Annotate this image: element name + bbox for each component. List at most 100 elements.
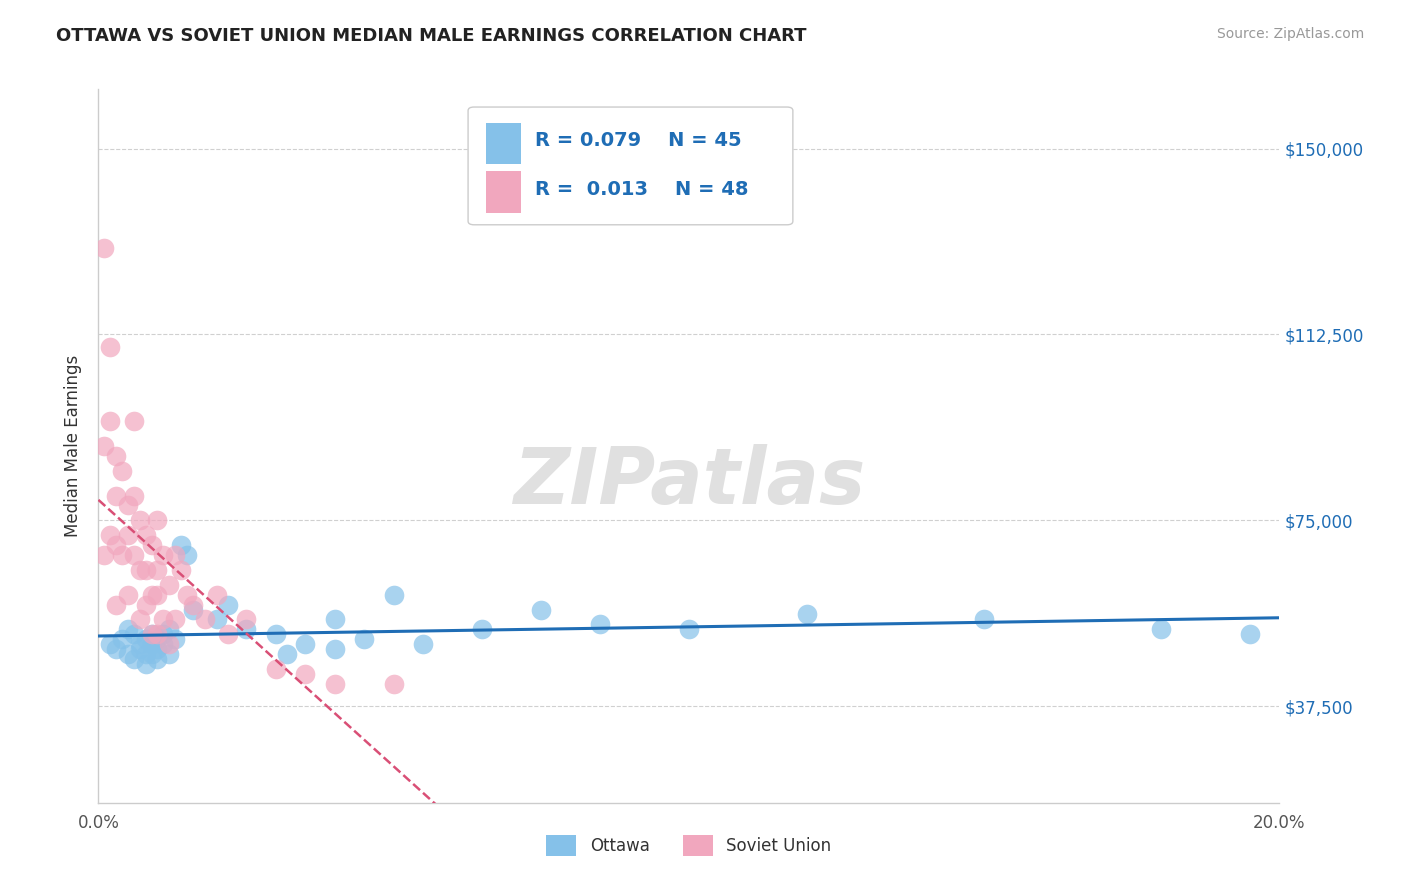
- Point: [194, 612, 217, 626]
- FancyBboxPatch shape: [486, 123, 522, 164]
- Point: [176, 588, 198, 602]
- Point: [1150, 623, 1173, 637]
- Legend: Ottawa, Soviet Union: Ottawa, Soviet Union: [540, 829, 838, 863]
- Point: [117, 647, 139, 661]
- Point: [135, 632, 157, 647]
- Text: OTTAWA VS SOVIET UNION MEDIAN MALE EARNINGS CORRELATION CHART: OTTAWA VS SOVIET UNION MEDIAN MALE EARNI…: [56, 27, 807, 45]
- Point: [117, 528, 139, 542]
- Point: [170, 538, 193, 552]
- Point: [111, 464, 134, 478]
- Point: [135, 528, 157, 542]
- Point: [235, 612, 257, 626]
- Point: [589, 617, 612, 632]
- Point: [146, 652, 169, 666]
- Point: [135, 647, 157, 661]
- Point: [152, 627, 174, 641]
- Point: [276, 647, 298, 661]
- Point: [141, 588, 163, 602]
- Text: R =  0.013    N = 48: R = 0.013 N = 48: [536, 179, 749, 199]
- Point: [294, 637, 316, 651]
- Point: [146, 642, 169, 657]
- Point: [973, 612, 995, 626]
- FancyBboxPatch shape: [486, 171, 522, 212]
- Point: [170, 563, 193, 577]
- Point: [117, 588, 139, 602]
- Y-axis label: Median Male Earnings: Median Male Earnings: [65, 355, 83, 537]
- Point: [165, 612, 187, 626]
- Point: [122, 652, 145, 666]
- Point: [105, 449, 128, 463]
- Point: [181, 598, 204, 612]
- Text: R = 0.079    N = 45: R = 0.079 N = 45: [536, 131, 742, 150]
- Point: [176, 548, 198, 562]
- Point: [128, 642, 150, 657]
- Point: [323, 612, 346, 626]
- Point: [105, 642, 128, 657]
- Point: [105, 538, 128, 552]
- Point: [152, 637, 174, 651]
- Point: [382, 588, 405, 602]
- Point: [1239, 627, 1261, 641]
- Point: [135, 657, 157, 671]
- Point: [98, 528, 121, 542]
- Point: [135, 563, 157, 577]
- Point: [98, 637, 121, 651]
- Point: [141, 627, 163, 641]
- Point: [141, 637, 163, 651]
- Point: [105, 598, 128, 612]
- Point: [146, 563, 169, 577]
- Point: [122, 548, 145, 562]
- Point: [146, 588, 169, 602]
- Point: [117, 499, 139, 513]
- Point: [141, 647, 163, 661]
- Point: [235, 623, 257, 637]
- Point: [141, 627, 163, 641]
- Point: [471, 623, 494, 637]
- Point: [128, 612, 150, 626]
- Point: [152, 612, 174, 626]
- Point: [146, 513, 169, 527]
- Point: [412, 637, 434, 651]
- Point: [105, 489, 128, 503]
- Point: [141, 538, 163, 552]
- Point: [93, 548, 115, 562]
- Point: [217, 627, 239, 641]
- Point: [165, 632, 187, 647]
- Point: [122, 489, 145, 503]
- Point: [128, 513, 150, 527]
- Point: [128, 563, 150, 577]
- Point: [128, 637, 150, 651]
- Text: Source: ZipAtlas.com: Source: ZipAtlas.com: [1216, 27, 1364, 41]
- Point: [294, 667, 316, 681]
- Point: [796, 607, 818, 622]
- Point: [205, 588, 228, 602]
- Point: [98, 414, 121, 428]
- Point: [382, 677, 405, 691]
- Point: [165, 548, 187, 562]
- Point: [217, 598, 239, 612]
- Point: [111, 632, 134, 647]
- Point: [146, 632, 169, 647]
- Point: [530, 602, 553, 616]
- Point: [323, 642, 346, 657]
- Point: [98, 340, 121, 354]
- Point: [264, 627, 287, 641]
- FancyBboxPatch shape: [468, 107, 793, 225]
- Text: ZIPatlas: ZIPatlas: [513, 443, 865, 520]
- Point: [93, 439, 115, 453]
- Point: [157, 578, 180, 592]
- Point: [205, 612, 228, 626]
- Point: [157, 637, 180, 651]
- Point: [264, 662, 287, 676]
- Point: [135, 598, 157, 612]
- Point: [93, 241, 115, 255]
- Point: [181, 602, 204, 616]
- Point: [157, 647, 180, 661]
- Point: [146, 627, 169, 641]
- Point: [152, 548, 174, 562]
- Point: [122, 414, 145, 428]
- Point: [353, 632, 375, 647]
- Point: [117, 623, 139, 637]
- Point: [157, 623, 180, 637]
- Point: [678, 623, 700, 637]
